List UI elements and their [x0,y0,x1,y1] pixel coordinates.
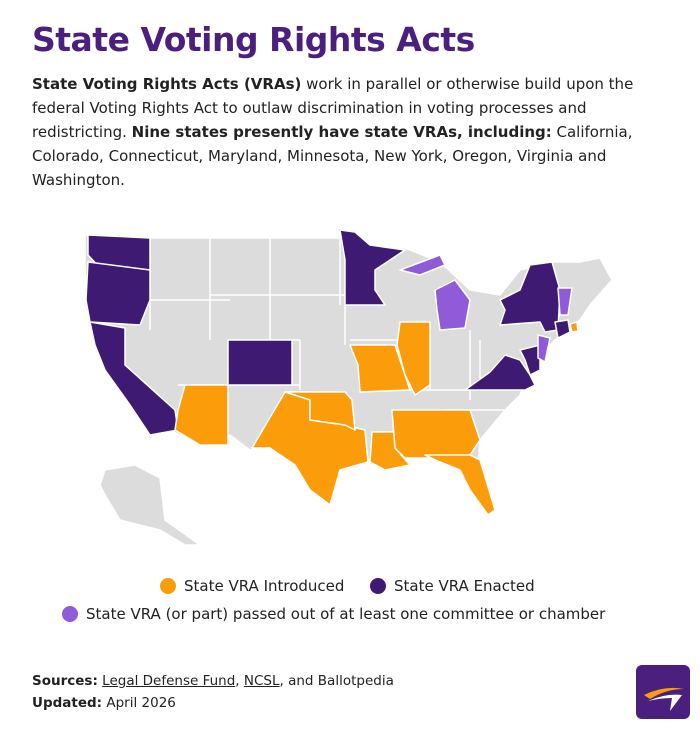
state-introduced [284,391,356,431]
state-committee [557,287,573,316]
sources-label: Sources: [32,673,98,689]
sources: Sources: Legal Defense Fund, NCSL, and B… [32,670,394,692]
legend-item: State VRA Enacted [370,577,535,595]
legend-item: State VRA Introduced [160,577,344,595]
intro-text: California, Colorado, Connecticut, Maryl… [32,123,633,189]
state-enacted [464,354,536,391]
state-introduced [396,321,431,396]
state-enacted [554,319,571,339]
state-enacted [519,344,541,376]
intro-lead: State Voting Rights Acts (VRAs) [32,75,302,93]
logo [636,665,690,719]
legend-item: State VRA (or part) passed out of at lea… [62,605,605,623]
legend-label: State VRA Enacted [394,577,535,595]
state-committee [399,254,446,276]
us-map [84,229,613,546]
sources-text: , [235,673,244,689]
legend-swatch [62,606,78,622]
state-introduced [391,409,481,459]
legend-label: State VRA (or part) passed out of at lea… [86,605,606,623]
updated-date: April 2026 [106,695,176,711]
state-introduced [424,454,496,516]
state-introduced [349,344,411,393]
state-enacted [227,339,293,386]
intro-text: work in parallel or otherwise build upon… [32,75,634,141]
footer: Sources: Legal Defense Fund, NCSL, and B… [32,670,394,714]
source-link[interactable]: Legal Defense Fund [102,673,236,689]
state-committee [434,279,471,331]
title: State Voting Rights Acts [32,20,475,59]
intro: State Voting Rights Acts (VRAs) work in … [32,72,662,192]
state-introduced [569,321,579,333]
state-committee [537,334,551,363]
legend-swatch [370,578,386,594]
alaska [99,464,201,546]
updated-label: Updated: [32,695,103,711]
state-introduced [174,384,229,446]
state-enacted [89,321,179,436]
legend-label: State VRA Introduced [184,577,345,595]
intro-bold: Nine states presently have state VRAs, i… [131,123,552,141]
sources-text: , and Ballotpedia [279,673,394,689]
legend-swatch [160,578,176,594]
state-enacted [499,261,561,333]
state-enacted [85,261,151,326]
source-link[interactable]: NCSL [243,673,280,689]
updated: Updated: April 2026 [32,692,394,714]
state-enacted [339,229,406,306]
